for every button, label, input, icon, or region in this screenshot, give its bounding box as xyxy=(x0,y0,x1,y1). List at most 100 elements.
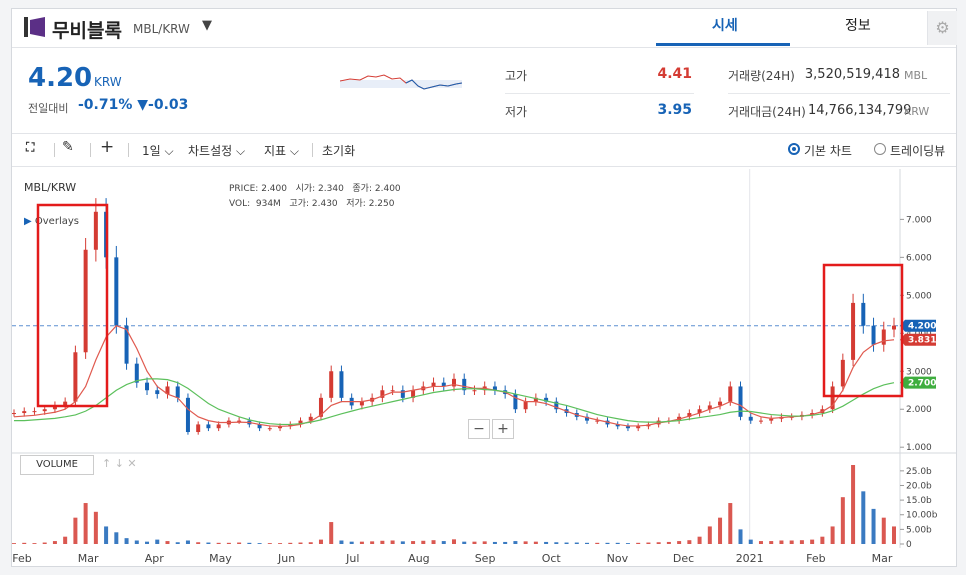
pair-label: MBL/KRW xyxy=(133,22,190,36)
candle-body xyxy=(615,424,620,427)
candle-body xyxy=(83,249,88,353)
candle-body xyxy=(206,424,211,429)
x-tick-label: Mar xyxy=(78,552,99,565)
volume-bar xyxy=(441,541,446,544)
volume-tick-label: 10.00b xyxy=(906,511,938,521)
chevron-down-icon[interactable]: ▼ xyxy=(202,18,212,33)
candle-body xyxy=(697,409,702,414)
volume-bar xyxy=(257,543,262,544)
high-label: 고가 xyxy=(505,69,528,83)
candle-body xyxy=(625,426,630,429)
volume-bar xyxy=(779,540,784,544)
volume-bar xyxy=(155,539,160,544)
volume-bar xyxy=(390,540,395,544)
candle-body xyxy=(52,405,57,410)
interval-select[interactable]: 1일 ⌵ xyxy=(142,144,174,158)
amount-unit: KRW xyxy=(904,105,930,118)
amount-label: 거래대금(24H) xyxy=(728,105,806,119)
volume-bar xyxy=(247,542,252,544)
volume-bar xyxy=(145,541,150,544)
candle-body xyxy=(73,352,78,402)
volume-bar xyxy=(820,536,825,544)
price-marker xyxy=(900,376,936,389)
tab-sise[interactable]: 시세 xyxy=(712,18,738,34)
candle-body xyxy=(32,411,37,413)
volume-bar xyxy=(32,543,37,544)
candle-body xyxy=(145,382,150,391)
basic-chart-radio[interactable] xyxy=(788,143,800,155)
volume-bar xyxy=(697,536,702,544)
candle-body xyxy=(544,397,549,402)
pencil-icon[interactable]: ✎ xyxy=(62,139,74,155)
volume-bar xyxy=(134,540,139,544)
volume-bar xyxy=(278,543,283,544)
candle-body xyxy=(308,416,313,421)
volume-bar xyxy=(554,542,559,544)
ohlc-row-1: PRICE: 2.400 시가: 2.340 종가: 2.400 xyxy=(229,184,401,194)
fullscreen-icon[interactable]: ⛶ xyxy=(26,140,35,154)
x-tick-label: Mar xyxy=(872,552,893,565)
volume-bar xyxy=(73,517,78,544)
volume-unit: MBL xyxy=(904,69,928,82)
gear-icon[interactable]: ⚙ xyxy=(927,11,957,45)
ohlc-row-2: VOL: 934M 고가: 2.430 저가: 2.250 xyxy=(229,199,395,209)
zoom-out-button[interactable]: − xyxy=(468,419,490,439)
divider xyxy=(128,143,129,157)
volume-indicator-button[interactable]: VOLUME xyxy=(20,455,94,475)
candle-body xyxy=(472,390,477,392)
crosshair-icon[interactable]: + xyxy=(100,137,115,157)
candle-body xyxy=(237,420,242,422)
volume-label: 거래량(24H) xyxy=(728,69,795,83)
candle-body xyxy=(114,257,119,326)
volume-tick-label: 25.0b xyxy=(906,467,932,477)
price-tick-label: 1.000 xyxy=(906,443,932,453)
reset-button[interactable]: 초기화 xyxy=(322,144,356,158)
volume-bar xyxy=(83,503,88,544)
tradingview-radio[interactable] xyxy=(874,143,886,155)
volume-bar xyxy=(267,543,272,544)
x-tick-label: Jun xyxy=(277,552,295,565)
volume-bar xyxy=(646,542,651,544)
candle-body xyxy=(431,382,436,387)
candle-body xyxy=(359,401,364,406)
volume-bar xyxy=(707,526,712,544)
candle-body xyxy=(298,420,303,425)
x-tick-label: Sep xyxy=(475,552,496,565)
volume-bar xyxy=(585,542,590,544)
indicators-menu[interactable]: 지표 ⌵ xyxy=(264,144,300,158)
divider xyxy=(90,143,91,157)
highlight-box-mar xyxy=(822,263,904,398)
candle-body xyxy=(523,401,528,410)
volume-bar xyxy=(175,542,180,544)
volume-bar xyxy=(636,542,641,544)
price-marker xyxy=(900,333,936,346)
candle-body xyxy=(278,426,283,429)
volume-bar xyxy=(124,538,129,544)
volume-controls[interactable]: ↑ ↓ ✕ xyxy=(102,457,137,470)
volume-bar xyxy=(42,542,47,544)
tradingview-label: 트레이딩뷰 xyxy=(890,144,946,158)
price-tick-label: 5.000 xyxy=(906,291,932,301)
volume-tick-label: 15.0b xyxy=(906,496,932,506)
zoom-in-button[interactable]: + xyxy=(492,419,514,439)
tab-info[interactable]: 정보 xyxy=(845,18,871,34)
volume-bar xyxy=(400,541,405,544)
divider xyxy=(728,93,950,94)
volume-value: 3,520,519,418 xyxy=(804,67,900,82)
candle-body xyxy=(390,390,395,392)
candle-body xyxy=(738,386,743,417)
x-tick-label: Feb xyxy=(12,552,31,565)
candle-body xyxy=(769,418,774,421)
volume-bar xyxy=(738,529,743,544)
volume-bar xyxy=(881,517,886,544)
low-value: 3.95 xyxy=(657,102,692,118)
ma-long-line xyxy=(14,378,895,426)
overlays-toggle[interactable]: ▶ Overlays xyxy=(24,216,79,227)
volume-bar xyxy=(349,541,354,544)
chart-settings-menu[interactable]: 차트설정 ⌵ xyxy=(188,144,246,158)
candle-body xyxy=(155,390,160,395)
candle-body xyxy=(595,420,600,422)
volume-bar xyxy=(615,542,620,544)
candle-body xyxy=(441,382,446,387)
price-marker-label: 3.831 xyxy=(908,336,936,346)
